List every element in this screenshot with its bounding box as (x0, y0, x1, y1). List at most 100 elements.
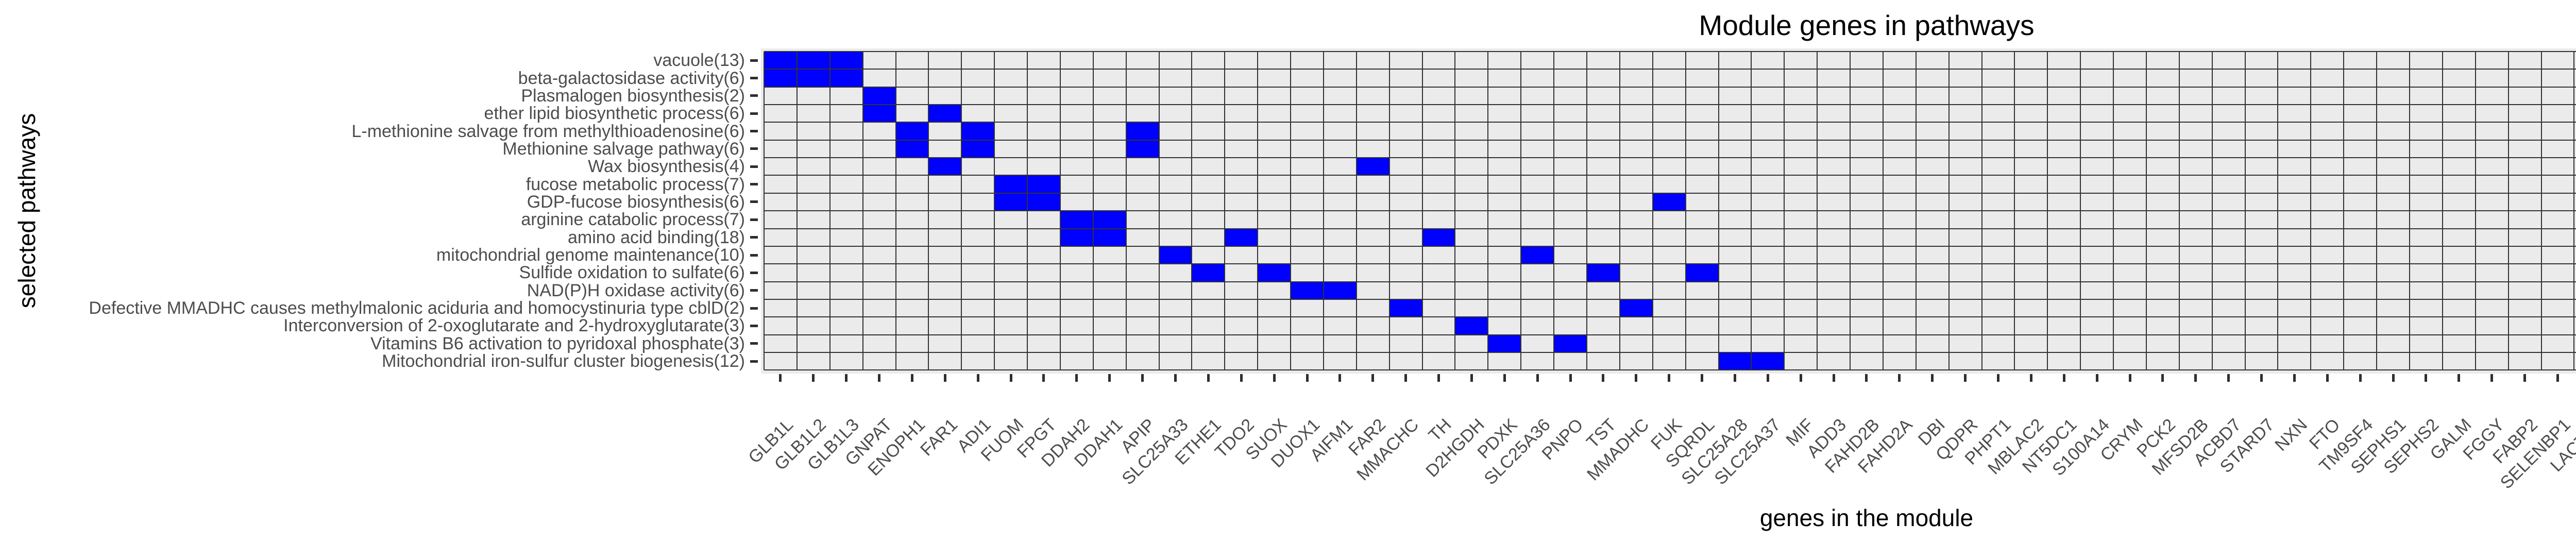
y-tick (750, 183, 758, 186)
x-tick (1668, 374, 1671, 382)
y-tick (750, 289, 758, 292)
heatmap-cell (1751, 352, 1785, 370)
grid-line (764, 210, 2576, 212)
grid-line (764, 51, 2576, 52)
x-tick (1799, 374, 1802, 382)
x-tick (2523, 374, 2527, 382)
x-tick (2095, 374, 2098, 382)
x-tick (1832, 374, 1835, 382)
heatmap-cell (862, 87, 896, 105)
grid-line (764, 316, 2576, 318)
grid-line (764, 334, 2576, 335)
x-axis-title: genes in the module (1759, 504, 1974, 531)
x-tick (2194, 374, 2197, 382)
grid-line (764, 192, 2576, 194)
y-tick (750, 130, 758, 133)
heatmap-cell (1291, 281, 1324, 299)
x-tick (976, 374, 979, 382)
x-tick (2458, 374, 2461, 382)
y-tick (750, 271, 758, 274)
x-tick (2260, 374, 2263, 382)
y-tick (750, 165, 758, 168)
x-tick (2392, 374, 2395, 382)
heatmap-cell (1027, 193, 1060, 211)
x-tick (943, 374, 946, 382)
y-tick-label: Methionine salvage pathway(6) (502, 139, 745, 159)
x-tick (1306, 374, 1309, 382)
heatmap-cell (1652, 193, 1686, 211)
heatmap-cell (928, 105, 962, 123)
y-tick-label: Vitamins B6 activation to pyridoxal phos… (370, 333, 745, 353)
heatmap-cell (1619, 299, 1653, 317)
page-title: Module genes in pathways (1699, 9, 2035, 41)
heatmap-cell (994, 175, 1028, 193)
x-tick (1865, 374, 1868, 382)
y-tick (750, 360, 758, 363)
heatmap-cell (796, 52, 830, 70)
grid-line (764, 351, 2576, 353)
heatmap-cell (1093, 228, 1126, 246)
x-tick (2062, 374, 2065, 382)
x-tick-label: NXN (2270, 415, 2311, 455)
x-tick (1141, 374, 1144, 382)
heatmap-cell (764, 69, 797, 87)
heatmap-cell (1225, 228, 1258, 246)
y-tick (750, 342, 758, 345)
x-tick (1503, 374, 1506, 382)
x-tick (2227, 374, 2230, 382)
x-tick (1075, 374, 1078, 382)
heatmap-cell (1027, 175, 1060, 193)
heatmap-cell (1258, 264, 1291, 282)
heatmap-cell (1422, 228, 1455, 246)
heatmap-cell (829, 52, 863, 70)
y-tick (750, 307, 758, 310)
heatmap-cell (1587, 264, 1620, 282)
grid-line (764, 104, 2576, 106)
heatmap-cell (1192, 264, 1225, 282)
heatmap-cell (829, 69, 863, 87)
heatmap-cell (1126, 122, 1159, 140)
heatmap-cell (862, 105, 896, 123)
x-tick (1437, 374, 1440, 382)
grid-line (764, 175, 2576, 176)
y-tick-label: NAD(P)H oxidase activity(6) (527, 280, 745, 300)
y-tick-label: Sulfide oxidation to sulfate(6) (519, 263, 745, 283)
grid-line (764, 369, 2576, 371)
x-tick (1273, 374, 1276, 382)
x-tick (1635, 374, 1638, 382)
heatmap-cell (1685, 264, 1719, 282)
x-tick (812, 374, 815, 382)
x-tick (1766, 374, 1769, 382)
heatmap-cell (1060, 228, 1093, 246)
x-tick (1174, 374, 1177, 382)
y-tick (750, 147, 758, 150)
heatmap-cell (1389, 299, 1422, 317)
x-tick (2293, 374, 2296, 382)
y-tick-label: Wax biosynthesis(4) (588, 157, 745, 177)
grid-line (764, 228, 2576, 229)
y-tick-label: Mitochondrial iron-sulfur cluster biogen… (382, 351, 745, 371)
heatmap-cell (895, 122, 929, 140)
y-tick-label: Interconversion of 2-oxoglutarate and 2-… (283, 316, 745, 336)
heatmap-cell (1455, 317, 1488, 335)
y-tick-label: amino acid binding(18) (568, 227, 745, 247)
grid-line (764, 86, 2576, 88)
x-tick (1997, 374, 1999, 382)
heatmap-cell (1718, 352, 1752, 370)
x-tick (1602, 374, 1605, 382)
heatmap-cell (796, 69, 830, 87)
y-tick-label: ether lipid biosynthetic process(6) (484, 104, 745, 124)
x-tick (910, 374, 913, 382)
heatmap-cell (994, 193, 1028, 211)
grid-line (764, 157, 2576, 159)
y-tick (750, 112, 758, 115)
y-tick (750, 77, 758, 80)
y-tick-label: Plasmalogen biosynthesis(2) (521, 86, 745, 106)
x-tick (2359, 374, 2362, 382)
x-tick (1470, 374, 1473, 382)
y-tick-label: vacuole(13) (653, 50, 745, 71)
x-tick (2161, 374, 2164, 382)
y-tick (750, 253, 758, 257)
x-tick (1240, 374, 1243, 382)
